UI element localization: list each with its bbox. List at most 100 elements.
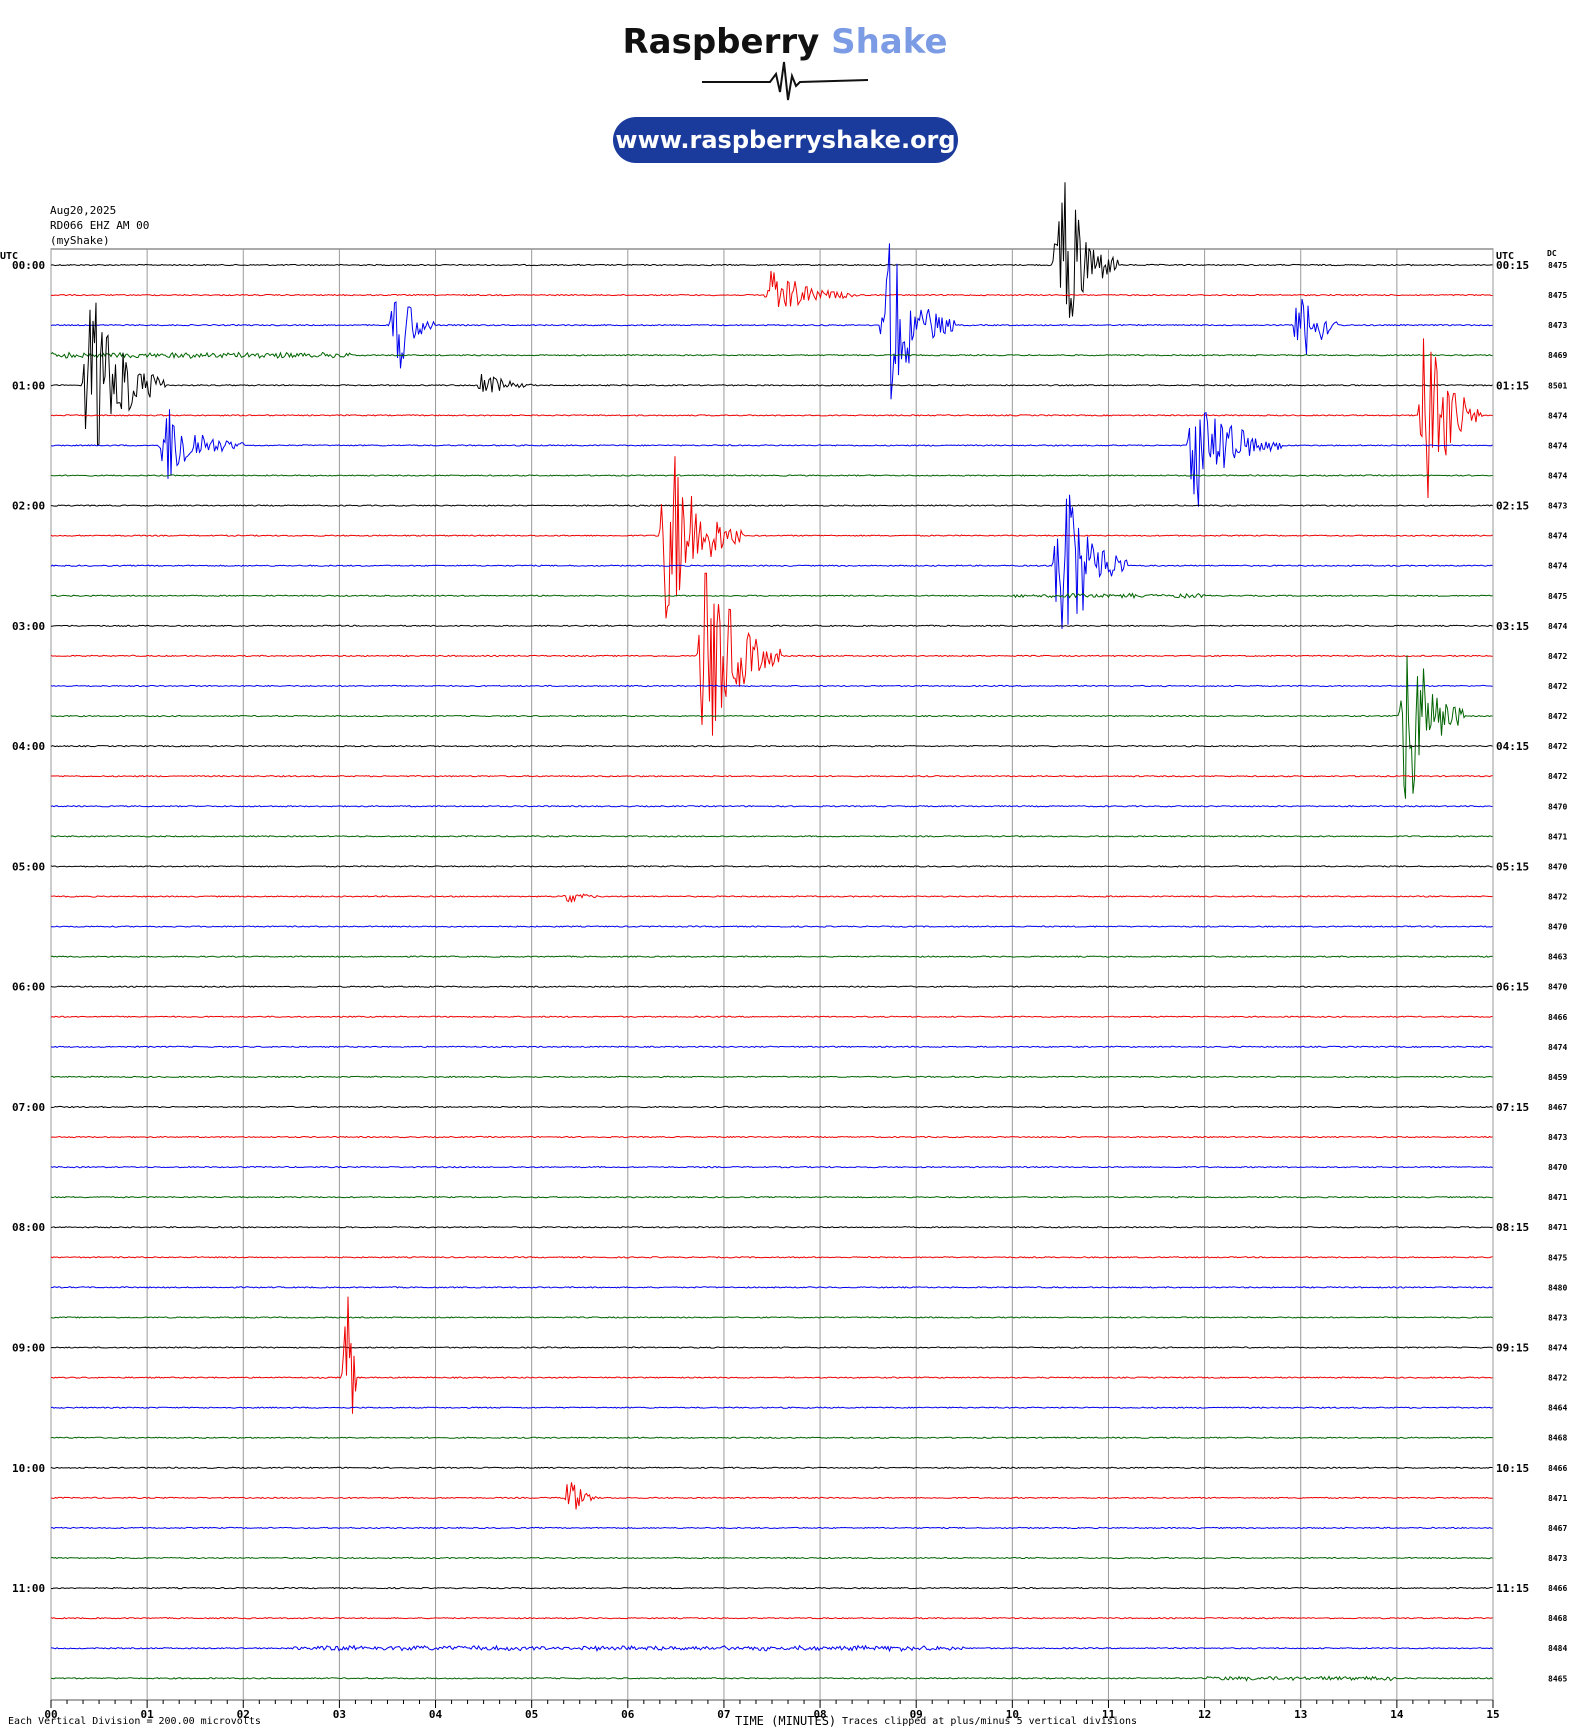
dc-offset-label: 8463 [1548,953,1567,962]
trace-line [51,1407,1493,1408]
trace-line [51,1482,1493,1509]
trace-line [51,1437,1493,1438]
trace-line [51,1467,1493,1468]
right-time-label: 02:15 [1496,500,1529,513]
left-time-label: 08:00 [12,1221,45,1234]
dc-offset-label: 8471 [1548,1193,1567,1202]
dc-offset-label: 8470 [1548,1163,1567,1172]
trace-line [51,271,1493,307]
trace-line [51,409,1493,507]
dc-title: DC [1547,249,1557,258]
x-tick-label: 07 [717,1708,730,1721]
right-time-label: 10:15 [1496,1462,1529,1475]
dc-offset-label: 8468 [1548,1614,1567,1623]
trace-line [51,1676,1493,1680]
trace-line [51,1227,1493,1228]
dc-offset-label: 8468 [1548,1434,1567,1443]
dc-offset-label: 8475 [1548,1253,1567,1262]
dc-offset-label: 8474 [1548,1043,1567,1052]
trace-line [51,625,1493,626]
right-time-label: 09:15 [1496,1342,1529,1355]
right-time-label: 05:15 [1496,860,1529,873]
right-time-label: 07:15 [1496,1101,1529,1114]
left-time-label: 04:00 [12,740,45,753]
trace-line [51,776,1493,777]
dc-offset-label: 8464 [1548,1404,1567,1413]
right-time-label: 03:15 [1496,620,1529,633]
trace-line [51,1588,1493,1589]
dc-offset-label: 8475 [1548,261,1567,270]
trace-line [51,806,1493,807]
trace-line [51,655,1493,799]
dc-offset-label: 8501 [1548,381,1567,390]
trace-line [51,1297,1493,1414]
x-axis-label: TIME (MINUTES) [735,1714,836,1728]
trace-line [51,573,1493,735]
trace-line [51,956,1493,957]
dc-offset-label: 8473 [1548,502,1567,511]
right-time-label: 11:15 [1496,1582,1529,1595]
dc-offset-label: 8474 [1548,471,1567,480]
right-time-label: 08:15 [1496,1221,1529,1234]
dc-offset-label: 8470 [1548,983,1567,992]
dc-offset-label: 8473 [1548,1554,1567,1563]
trace-line [51,685,1493,686]
dc-offset-label: 8473 [1548,1133,1567,1142]
dc-offset-label: 8469 [1548,351,1567,360]
trace-line [51,1347,1493,1348]
dc-offset-label: 8470 [1548,802,1567,811]
right-time-label: 06:15 [1496,981,1529,994]
dc-offset-label: 8472 [1548,1374,1567,1383]
left-time-label: 06:00 [12,981,45,994]
trace-line [51,1527,1493,1528]
left-time-label: 09:00 [12,1342,45,1355]
left-time-label: 11:00 [12,1582,45,1595]
dc-offset-label: 8471 [1548,1223,1567,1232]
trace-line [51,926,1493,927]
dc-offset-label: 8473 [1548,1313,1567,1322]
left-time-label: 00:00 [12,259,45,272]
x-tick-label: 06 [621,1708,635,1721]
dc-offset-label: 8467 [1548,1524,1567,1533]
trace-line [51,866,1493,867]
dc-offset-label: 8467 [1548,1103,1567,1112]
trace-line [51,746,1493,747]
dc-offset-label: 8474 [1548,622,1567,631]
trace-line [51,353,1493,359]
dc-offset-label: 8470 [1548,923,1567,932]
trace-line [51,1557,1493,1558]
trace-line [51,475,1493,476]
scale-note: Each Vertical Division = 200.00 microvol… [8,1716,261,1727]
left-time-label: 02:00 [12,500,45,513]
trace-line [51,1167,1493,1168]
trace-line [51,182,1493,317]
trace-line [51,986,1493,987]
dc-offset-label: 8466 [1548,1584,1567,1593]
right-time-label: 00:15 [1496,259,1529,272]
trace-line [51,594,1493,598]
x-tick-label: 14 [1390,1708,1404,1721]
dc-offset-label: 8472 [1548,772,1567,781]
dc-offset-label: 8480 [1548,1283,1567,1292]
x-tick-label: 03 [333,1708,346,1721]
trace-line [51,1317,1493,1318]
dc-offset-label: 8472 [1548,712,1567,721]
dc-offset-label: 8466 [1548,1464,1567,1473]
dc-offset-label: 8472 [1548,652,1567,661]
left-time-label: 05:00 [12,860,45,873]
right-time-label: 01:15 [1496,379,1529,392]
left-time-label: 07:00 [12,1101,45,1114]
dc-offset-label: 8475 [1548,592,1567,601]
left-time-label: 10:00 [12,1462,45,1475]
trace-line [51,243,1493,399]
trace-line [51,1076,1493,1077]
x-tick-label: 13 [1294,1708,1307,1721]
dc-offset-label: 8465 [1548,1674,1567,1683]
clip-note: Traces clipped at plus/minus 5 vertical … [842,1716,1137,1727]
dc-offset-label: 8472 [1548,682,1567,691]
x-tick-label: 04 [429,1708,443,1721]
trace-line [51,1618,1493,1619]
trace-line [51,1136,1493,1137]
dc-offset-label: 8459 [1548,1073,1567,1082]
dc-offset-label: 8470 [1548,862,1567,871]
